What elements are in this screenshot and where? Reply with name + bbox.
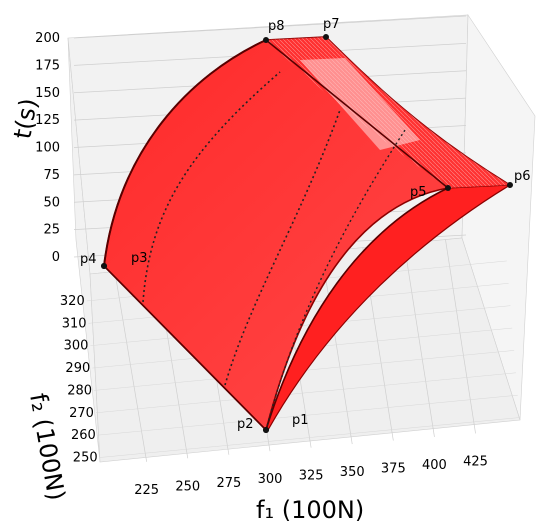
x-tick-label: 400 [422, 458, 447, 473]
dotted-curve-3 [265, 129, 406, 431]
y-grid-line [95, 372, 516, 414]
y-axis-label: f₂ (100N) [24, 391, 70, 502]
x-tick-label: 250 [175, 479, 200, 494]
y-tick-label: 250 [73, 451, 98, 466]
point-marker-p4 [101, 263, 107, 269]
point-marker-p7 [323, 34, 329, 40]
z-tick-label: 100 [35, 141, 60, 156]
labeled-points: p1 p2 p3 p4 p5 p6 p7 p8 [80, 17, 531, 433]
z-grid-line [73, 15, 467, 39]
x-tick-label: 225 [134, 483, 159, 498]
x-tick-label: 325 [299, 469, 324, 484]
x-tick-label: 350 [340, 465, 365, 480]
surface-sheen [300, 58, 420, 150]
z-tick-label: 50 [43, 195, 60, 210]
y-grid-line [97, 394, 518, 436]
point-label-p5: p5 [410, 185, 427, 200]
x-grid-line [114, 271, 148, 462]
point-marker-p5 [445, 185, 451, 191]
x-axis-label: f₁ (100N) [256, 496, 364, 524]
point-label-p2: p2 [237, 417, 254, 432]
z-tick-label: 150 [35, 86, 60, 101]
y-tick-label: 280 [67, 383, 92, 398]
x-tick-label: 375 [381, 462, 406, 477]
y-tick-label: 320 [60, 294, 85, 309]
z-tick-label: 125 [35, 113, 60, 128]
z-tick-label: 75 [43, 168, 60, 183]
y-grid-line [99, 417, 520, 458]
x-grid-line [403, 243, 435, 438]
axis-ticks: 0 25 50 75 100 125 150 175 200 225 250 275 300 325 350… [35, 31, 488, 498]
point-label-p1: p1 [292, 413, 309, 428]
y-tick-label: 310 [62, 316, 87, 331]
y-tick-label: 290 [65, 361, 90, 376]
y-tick-label: 270 [69, 406, 94, 421]
z-axis-label: t(s) [8, 96, 43, 141]
x-tick-label: 425 [463, 454, 488, 469]
z-tick-label: 200 [35, 31, 60, 46]
x-grid-line [445, 239, 476, 434]
z-tick-label: 175 [35, 58, 60, 73]
point-marker-p6 [507, 182, 513, 188]
z-tick-label: 0 [52, 250, 60, 265]
surface-bottom-edge [103, 265, 267, 431]
point-label-p8: p8 [268, 19, 285, 34]
x-grid-line [321, 251, 353, 445]
point-label-p3: p3 [131, 251, 148, 266]
z-tick-label: 25 [43, 223, 60, 238]
point-label-p7: p7 [323, 17, 340, 32]
x-tick-label: 300 [258, 472, 283, 487]
surface-front-curve [265, 187, 449, 431]
x-tick-label: 275 [216, 476, 241, 491]
point-marker-p8 [263, 37, 269, 43]
point-label-p4: p4 [80, 252, 97, 267]
surface-ridge-edge [265, 39, 449, 189]
y-tick-label: 260 [71, 428, 96, 443]
y-tick-label: 300 [64, 339, 89, 354]
surface-left-edge [103, 39, 267, 267]
point-label-p6: p6 [514, 169, 531, 184]
point-marker-p2 [263, 427, 269, 433]
